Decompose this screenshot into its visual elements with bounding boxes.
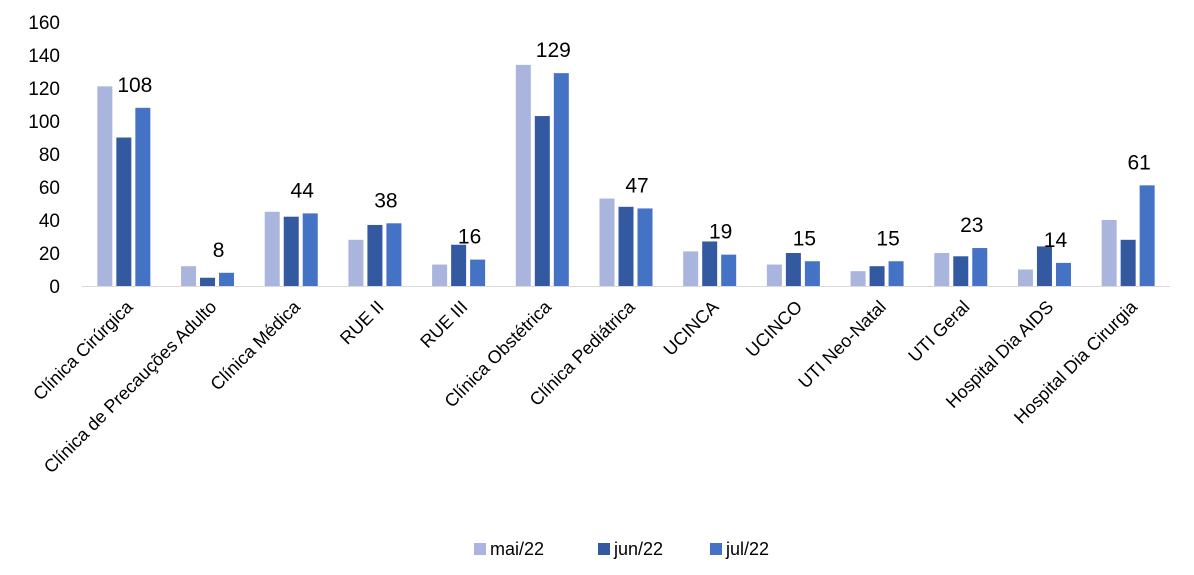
legend-swatch [598, 543, 610, 555]
y-tick-label: 120 [28, 79, 60, 100]
bar [283, 216, 299, 286]
bar [804, 261, 820, 286]
bar [1101, 220, 1117, 286]
y-tick-label: 20 [39, 244, 60, 265]
data-label: 38 [374, 189, 397, 212]
bar [534, 116, 550, 286]
data-label: 19 [709, 221, 732, 244]
category-label: RUE III [416, 297, 471, 352]
data-label: 15 [793, 227, 816, 250]
bar [683, 251, 699, 286]
category-label: UTI Neo-Natal [794, 297, 889, 392]
bar [553, 73, 569, 287]
data-label: 129 [536, 39, 571, 62]
bar [348, 239, 364, 286]
bar [1120, 239, 1136, 286]
bar [181, 266, 197, 286]
y-tick-label: 160 [28, 13, 60, 34]
bar [451, 244, 467, 286]
bar [1139, 185, 1155, 286]
bar [972, 248, 988, 286]
category-label: RUE II [336, 297, 388, 349]
bar [785, 253, 801, 286]
bar [599, 198, 615, 286]
legend-swatch [474, 543, 486, 555]
bar [116, 137, 132, 286]
bar [302, 213, 318, 286]
y-tick-label: 60 [39, 178, 60, 199]
legend-label: jul/22 [725, 539, 769, 559]
y-axis-ticks: 0 20 40 60 80 100 120 140 160 [28, 13, 60, 298]
bar [264, 211, 280, 286]
category-label: UTI Geral [904, 297, 973, 366]
data-label: 61 [1127, 151, 1150, 174]
data-label: 14 [1044, 229, 1068, 252]
bar [637, 208, 653, 286]
legend-label: jun/22 [613, 539, 663, 559]
bar [470, 259, 486, 286]
bar [515, 64, 531, 287]
category-label: UCINCA [660, 297, 723, 360]
bar [1017, 269, 1033, 286]
y-tick-label: 0 [49, 277, 60, 298]
bar [953, 256, 969, 286]
bar [219, 272, 235, 286]
bars [97, 64, 1155, 287]
y-tick-label: 140 [28, 46, 60, 67]
bar [432, 264, 448, 286]
y-tick-label: 100 [28, 112, 60, 133]
legend-swatch [710, 543, 722, 555]
bar [618, 206, 634, 286]
bar [869, 266, 885, 286]
bar [1055, 262, 1071, 286]
category-label: UCINCO [742, 297, 806, 361]
bar [97, 86, 113, 286]
data-label: 16 [458, 226, 481, 249]
bar [934, 253, 950, 286]
data-label: 8 [213, 239, 225, 262]
y-tick-label: 80 [39, 145, 60, 166]
bar [1036, 246, 1052, 286]
bar [200, 277, 216, 286]
bar [367, 224, 383, 286]
data-labels: 108 8 44 38 16 129 47 19 15 15 23 14 61 [117, 39, 1151, 262]
bar [888, 261, 904, 286]
category-label: Clínica de Precauções Adulto [40, 297, 220, 477]
bar [135, 107, 151, 286]
legend: mai/22 jun/22 jul/22 [474, 539, 769, 559]
data-label: 23 [960, 214, 983, 237]
data-label: 47 [625, 174, 648, 197]
y-tick-label: 40 [39, 211, 60, 232]
bar [386, 223, 402, 286]
bar [850, 271, 866, 286]
bar [766, 264, 782, 286]
bar [721, 254, 737, 286]
data-label: 108 [117, 74, 152, 97]
data-label: 15 [876, 227, 899, 250]
legend-label: mai/22 [490, 539, 544, 559]
category-label: Clínica Médica [206, 296, 304, 394]
bar [702, 241, 718, 286]
data-label: 44 [291, 179, 315, 202]
